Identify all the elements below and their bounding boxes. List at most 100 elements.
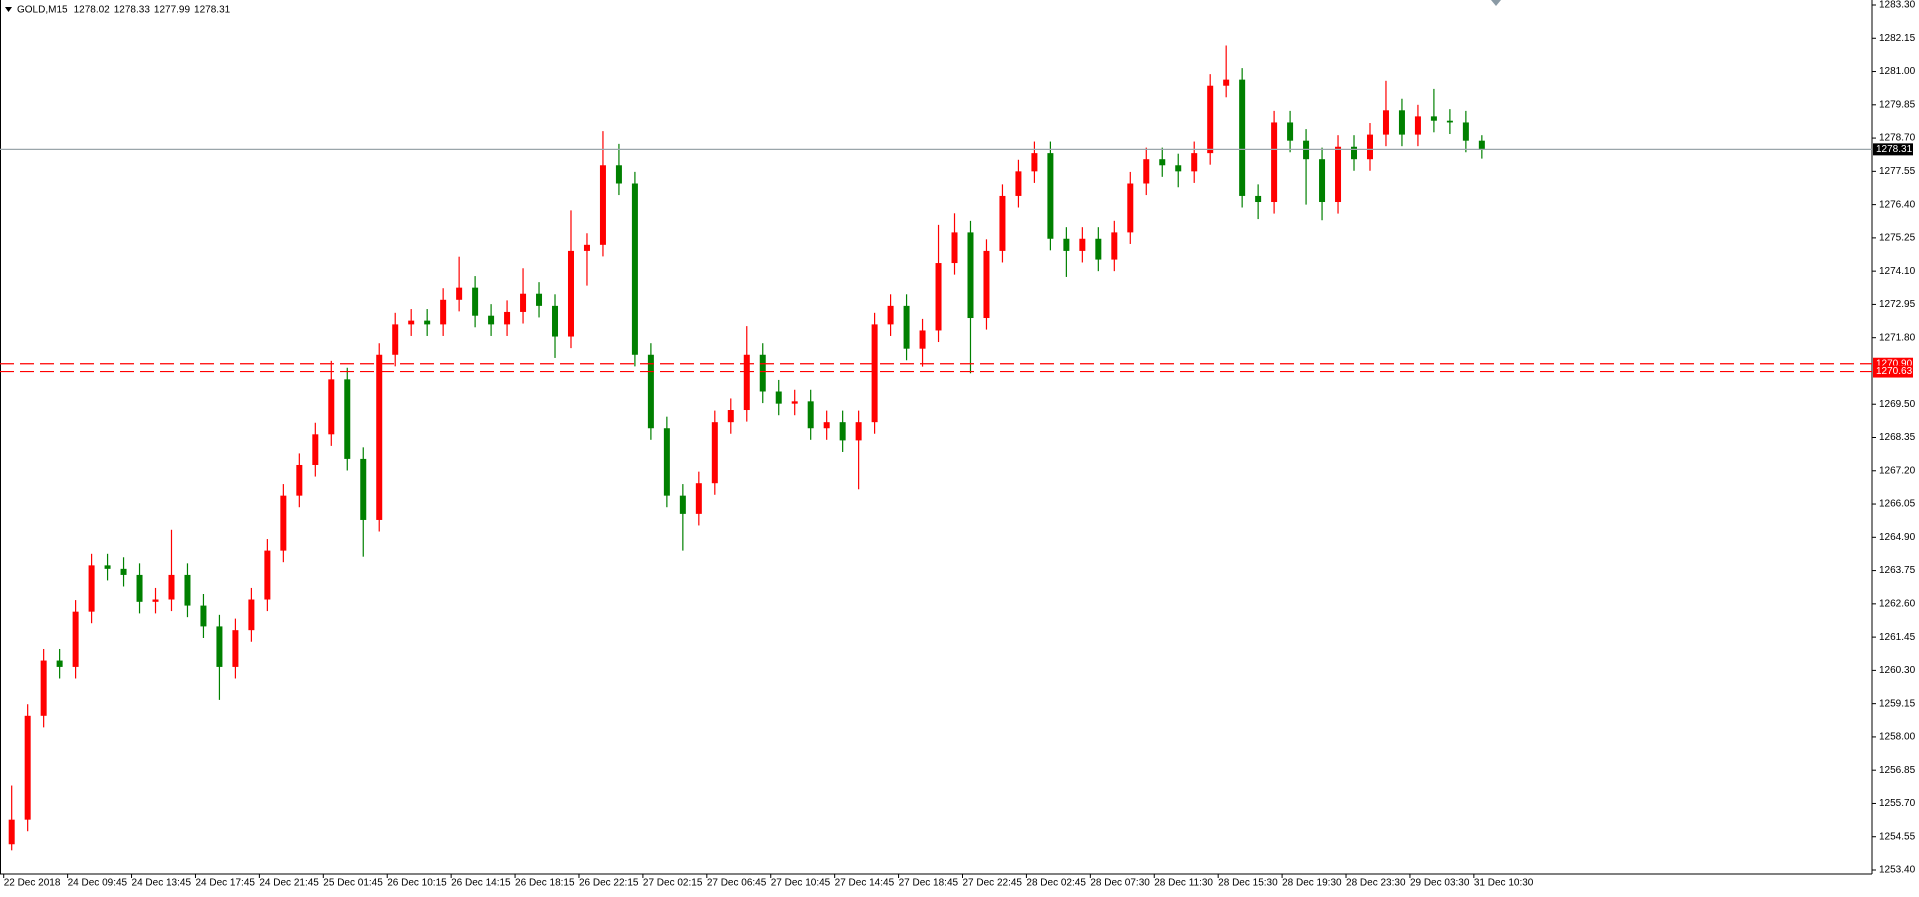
candle-body xyxy=(440,299,447,325)
y-tick-label: 1267.20 xyxy=(1879,465,1916,476)
y-tick-label: 1269.50 xyxy=(1879,399,1916,410)
candle-body xyxy=(152,599,159,602)
candle-body xyxy=(1271,122,1278,203)
candle-body xyxy=(1207,85,1214,154)
candle-body xyxy=(1015,171,1022,196)
y-tick-label: 1268.35 xyxy=(1879,432,1916,443)
x-tick-label: 28 Dec 23:30 xyxy=(1346,878,1406,889)
x-tick-label: 24 Dec 09:45 xyxy=(68,878,128,889)
candle-body xyxy=(599,165,606,245)
candle-body xyxy=(1063,238,1070,251)
candle-body xyxy=(1191,153,1198,172)
y-tick-label: 1282.15 xyxy=(1879,33,1916,44)
candle-body xyxy=(1159,159,1166,166)
y-tick-label: 1274.10 xyxy=(1879,266,1916,277)
candle-body xyxy=(583,244,590,251)
candle-body xyxy=(679,495,686,514)
candle-body xyxy=(855,422,862,441)
x-tick-label: 27 Dec 10:45 xyxy=(771,878,831,889)
header-high: 1278.33 xyxy=(114,4,151,15)
candle-body xyxy=(216,626,223,667)
candle-body xyxy=(1398,110,1405,135)
header-open: 1278.02 xyxy=(74,4,111,15)
y-tick-label: 1275.25 xyxy=(1879,233,1916,244)
candle-body xyxy=(711,422,718,484)
candle-body xyxy=(1462,122,1469,141)
candle-body xyxy=(408,320,415,325)
candle-body xyxy=(791,401,798,404)
y-tick-label: 1272.95 xyxy=(1879,299,1916,310)
candle-body xyxy=(376,354,383,520)
candle-body xyxy=(472,287,479,316)
candle-body xyxy=(504,311,511,325)
header-close: 1278.31 xyxy=(194,4,231,15)
candle-body xyxy=(775,391,782,404)
x-tick-label: 27 Dec 02:15 xyxy=(643,878,703,889)
candle-body xyxy=(104,565,111,569)
candle-body xyxy=(919,330,926,349)
candle-body xyxy=(40,660,47,716)
candle-body xyxy=(72,611,79,667)
price-label: 1270.63 xyxy=(1876,366,1913,377)
menu-triangle xyxy=(5,7,12,12)
candle-body xyxy=(248,599,255,631)
y-tick-label: 1260.30 xyxy=(1879,665,1916,676)
candle-body xyxy=(120,568,127,575)
candle-body xyxy=(631,183,638,355)
candle-body xyxy=(567,250,574,337)
x-tick-label: 28 Dec 19:30 xyxy=(1282,878,1342,889)
candle-body xyxy=(1446,120,1453,123)
x-tick-label: 22 Dec 2018 xyxy=(4,878,61,889)
candle-body xyxy=(1287,122,1294,141)
candle-body xyxy=(280,495,287,551)
x-tick-label: 27 Dec 22:45 xyxy=(963,878,1023,889)
candle-body xyxy=(951,232,958,264)
candle-body xyxy=(999,195,1006,251)
x-tick-label: 28 Dec 02:45 xyxy=(1026,878,1086,889)
y-tick-label: 1279.85 xyxy=(1879,99,1916,110)
candle-body xyxy=(424,320,431,325)
candle-body xyxy=(232,630,239,667)
candle-body xyxy=(536,293,543,306)
candle-body xyxy=(312,434,319,465)
candle-body xyxy=(695,483,702,514)
candle-body xyxy=(983,250,990,319)
chart-header: GOLD,M15 1278.02 1278.33 1277.99 1278.31 xyxy=(17,4,231,15)
y-tick-label: 1254.55 xyxy=(1879,831,1916,842)
candle-body xyxy=(1223,79,1230,86)
y-tick-label: 1281.00 xyxy=(1879,66,1916,77)
candle-body xyxy=(56,660,63,667)
x-tick-label: 28 Dec 15:30 xyxy=(1218,878,1278,889)
candle-body xyxy=(967,232,974,319)
y-tick-label: 1263.75 xyxy=(1879,565,1916,576)
x-tick-label: 26 Dec 14:15 xyxy=(451,878,511,889)
x-tick-label: 28 Dec 07:30 xyxy=(1090,878,1150,889)
candle-body xyxy=(1430,116,1437,121)
price-label: 1278.31 xyxy=(1876,144,1913,155)
candle-body xyxy=(168,574,175,600)
candle-body xyxy=(1255,195,1262,203)
candle-body xyxy=(1127,183,1134,233)
y-tick-label: 1262.60 xyxy=(1879,598,1916,609)
candle-body xyxy=(264,550,271,600)
y-tick-label: 1276.40 xyxy=(1879,199,1916,210)
x-tick-label: 24 Dec 17:45 xyxy=(195,878,255,889)
symbol: GOLD,M15 xyxy=(17,4,68,15)
candle-body xyxy=(456,287,463,300)
candle-body xyxy=(1366,134,1373,160)
y-tick-label: 1258.00 xyxy=(1879,732,1916,743)
y-tick-label: 1271.80 xyxy=(1879,332,1916,343)
candle-body xyxy=(360,458,367,520)
candle-body xyxy=(839,422,846,441)
candle-body xyxy=(392,324,399,355)
x-tick-label: 26 Dec 10:15 xyxy=(387,878,447,889)
candle-body xyxy=(1095,238,1102,260)
x-tick-label: 26 Dec 18:15 xyxy=(515,878,575,889)
y-tick-label: 1277.55 xyxy=(1879,166,1916,177)
y-tick-label: 1261.45 xyxy=(1879,632,1916,643)
candle-body xyxy=(1031,153,1038,172)
candle-body xyxy=(1175,165,1182,172)
candle-body xyxy=(903,305,910,349)
candle-body xyxy=(647,354,654,429)
